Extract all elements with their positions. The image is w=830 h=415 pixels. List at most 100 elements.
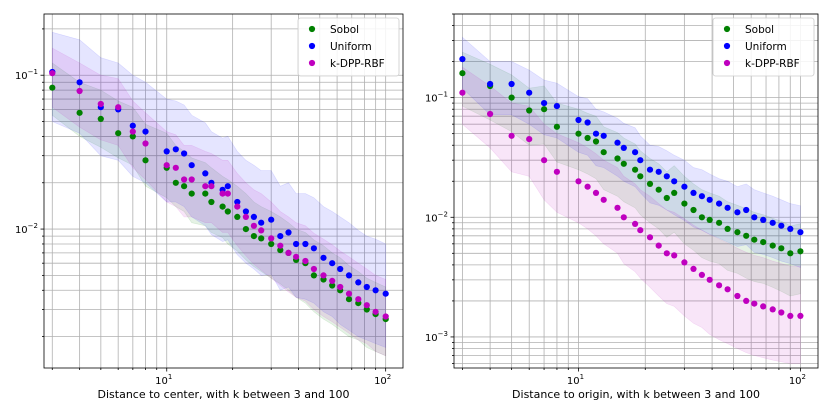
point-uniform [202,170,209,177]
band-uniform [52,31,386,348]
point-sobol [671,189,678,196]
point-k-dpp-rbf [797,312,804,319]
point-uniform [716,200,723,207]
point-uniform [769,219,776,226]
point-k-dpp-rbf [743,297,750,304]
point-k-dpp-rbf [76,87,83,95]
point-uniform [372,287,379,294]
point-k-dpp-rbf [778,309,785,316]
point-sobol [734,229,741,236]
point-uniform [129,122,136,129]
point-sobol [459,70,466,77]
point-k-dpp-rbf [181,176,188,183]
point-k-dpp-rbf [320,272,327,279]
point-k-dpp-rbf [49,70,56,77]
point-k-dpp-rbf [541,157,548,164]
point-sobol [620,160,627,167]
point-k-dpp-rbf [787,312,794,319]
point-uniform [310,245,317,252]
point-k-dpp-rbf [459,89,466,96]
point-sobol [188,190,195,197]
legend-label: k-DPP-RBF [745,58,800,70]
point-uniform [181,150,188,157]
x-tick-label: 101 [567,373,584,387]
x-tick-label: 102 [789,373,806,387]
point-k-dpp-rbf [234,203,241,210]
point-uniform [224,183,231,190]
point-uniform [337,265,344,273]
y-tick-label: 10−2 [15,222,38,236]
legend-label: Uniform [745,41,787,53]
point-uniform [142,128,149,135]
point-sobol [778,245,785,252]
point-uniform [268,216,275,223]
legend: Sobol Uniform k-DPP-RBF [297,17,400,77]
point-k-dpp-rbf [363,302,370,309]
point-uniform [172,146,179,153]
point-uniform [459,56,466,63]
point-sobol [681,200,688,207]
point-sobol [129,133,136,140]
point-sobol [115,130,122,137]
point-uniform [663,173,670,180]
point-uniform [363,283,370,291]
point-sobol [751,236,758,243]
point-k-dpp-rbf [345,290,353,297]
point-uniform [632,149,639,156]
point-k-dpp-rbf [129,128,136,135]
point-uniform [285,229,292,236]
point-sobol [698,214,706,221]
point-k-dpp-rbf [698,271,706,278]
point-k-dpp-rbf [600,196,607,203]
point-uniform [760,216,767,223]
point-k-dpp-rbf [487,110,494,118]
point-sobol [797,248,804,255]
point-uniform [345,272,353,279]
point-k-dpp-rbf [250,222,257,229]
point-k-dpp-rbf [760,303,767,310]
band-group [462,36,801,364]
point-k-dpp-rbf [188,176,195,183]
point-k-dpp-rbf [202,183,209,190]
x-tick-label: 102 [374,373,391,387]
point-uniform [553,103,561,110]
point-k-dpp-rbf [337,283,344,291]
point-uniform [250,213,257,220]
point-k-dpp-rbf [553,168,561,175]
point-uniform [163,148,170,155]
point-k-dpp-rbf [734,292,741,300]
point-uniform [724,204,731,211]
legend-marker-sobol [308,25,316,33]
point-uniform [508,80,515,88]
x-tick-label: 101 [155,373,172,387]
band-uniform [462,36,801,269]
point-k-dpp-rbf [632,220,639,227]
point-k-dpp-rbf [219,190,226,197]
point-uniform [614,139,621,146]
axes-frame [453,13,819,369]
band-group [52,31,386,357]
point-sobol [181,183,188,190]
point-k-dpp-rbf [646,234,654,241]
point-uniform [293,240,300,248]
point-k-dpp-rbf [163,162,170,169]
points-group [49,68,389,323]
grid [454,13,818,368]
point-k-dpp-rbf [172,164,179,171]
point-uniform [258,219,265,226]
point-uniform [355,279,362,286]
point-uniform [382,290,389,297]
point-k-dpp-rbf [329,277,336,284]
point-sobol [575,130,582,137]
band-k-dpp-rbf [462,66,801,364]
point-sobol [526,107,533,114]
point-k-dpp-rbf [526,136,533,143]
point-sobol [268,240,275,248]
point-sobol [172,179,179,186]
point-sobol [760,239,767,246]
point-sobol [724,225,731,232]
point-sobol [614,155,621,162]
point-sobol [250,233,257,240]
point-uniform [541,100,548,107]
